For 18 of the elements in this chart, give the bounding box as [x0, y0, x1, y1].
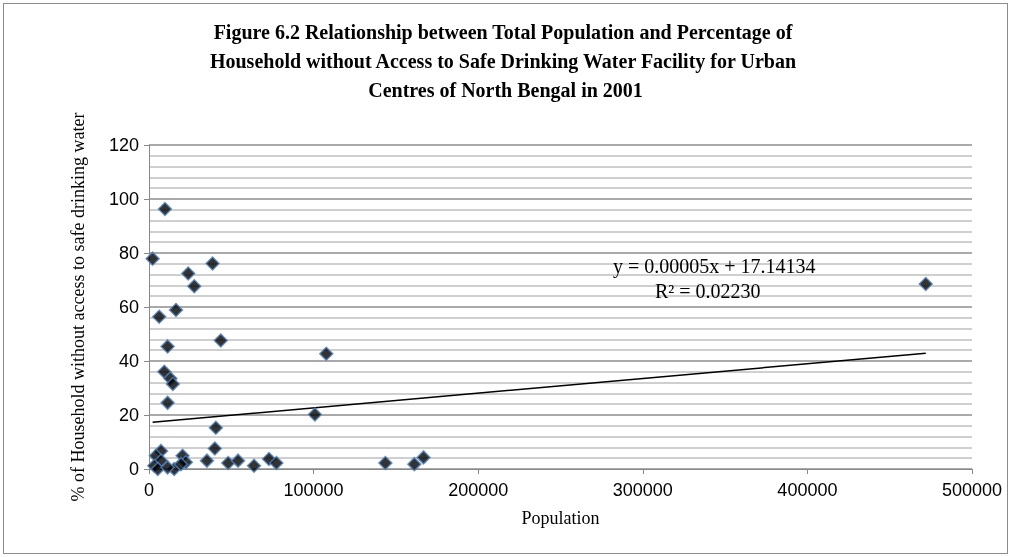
- annotation: R² = 0.02230: [655, 280, 761, 302]
- x-tick-label: 200000: [448, 480, 509, 500]
- y-tick-label: 120: [108, 135, 139, 155]
- x-tick-label: 0: [143, 480, 155, 500]
- annotation: y = 0.00005x + 17.14134: [613, 255, 816, 278]
- y-tick-label: 100: [108, 189, 139, 209]
- x-axis-title: Population: [521, 508, 600, 528]
- y-tick-label: 60: [118, 297, 139, 317]
- x-tick-label: 300000: [612, 480, 673, 500]
- y-tick-label: 80: [118, 243, 139, 263]
- chart-title: Figure 6.2 Relationship between Total Population and Percentage of Household without Access to Safe Drinking Water Facility for Urban Centres of North Bengal in 2001: [209, 20, 802, 102]
- y-axis-title: % of Household without access to safe drinking water: [68, 112, 88, 502]
- y-tick-label: 40: [118, 351, 139, 371]
- y-tick-label: 20: [118, 405, 139, 425]
- x-tick-label: 500000: [941, 480, 1003, 500]
- x-tick-label: 100000: [283, 480, 344, 500]
- y-tick-label: 0: [128, 459, 139, 479]
- x-tick-label: 400000: [777, 480, 838, 500]
